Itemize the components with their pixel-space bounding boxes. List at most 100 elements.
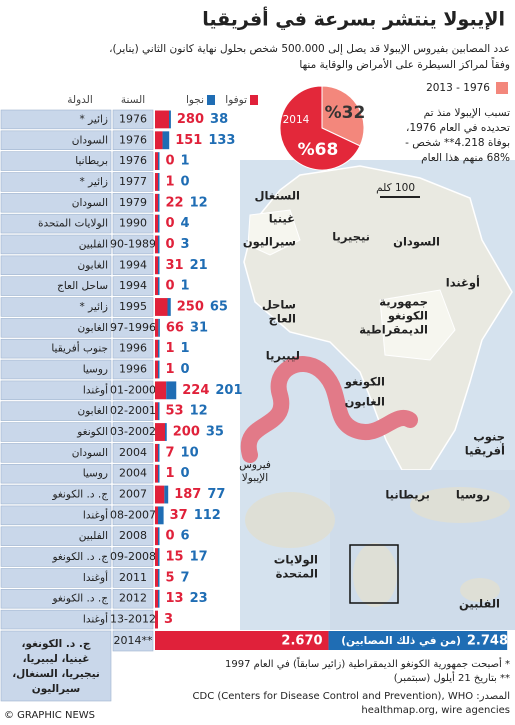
country: ج. د. الكونغو	[51, 593, 108, 605]
year: 13-2012	[110, 613, 156, 626]
died-bar	[155, 402, 158, 421]
survived-count: 0	[181, 174, 190, 189]
country-cell	[0, 589, 112, 609]
country-cell	[0, 422, 112, 442]
died-count: 31	[166, 258, 184, 273]
map-label: السنغال	[255, 189, 300, 203]
died-count: 7	[166, 445, 175, 460]
year-cell	[112, 297, 154, 317]
survived-count: 10	[181, 445, 199, 460]
country: السودان	[72, 197, 108, 209]
survived-count: 1	[181, 279, 190, 294]
year: 01-2000	[110, 383, 156, 396]
survived-count: 6	[181, 529, 190, 544]
country: ج. د. الكونغو،	[22, 638, 91, 650]
died-count: 1	[166, 362, 175, 377]
country: السودان	[72, 134, 108, 146]
country-cell	[0, 443, 112, 463]
survived-count: 0	[181, 362, 190, 377]
country-cell	[0, 484, 112, 505]
legend-label: 1976 - 2013	[426, 82, 490, 94]
country: زائير *	[80, 301, 108, 313]
country-cell	[0, 526, 112, 546]
country: ساحل العاج	[57, 280, 108, 292]
country: ج. د. الكونغو	[51, 489, 108, 501]
year: 2008	[119, 529, 147, 542]
survived-count: 65	[210, 299, 228, 314]
died-bar	[155, 548, 158, 566]
country-cell	[0, 380, 112, 401]
year: 97-1996	[110, 321, 156, 334]
survived-bar	[158, 443, 160, 462]
country-cell	[0, 151, 112, 171]
map-label: الكونغو	[344, 375, 385, 390]
country: بريطانيا	[75, 155, 108, 167]
year-cell	[112, 234, 154, 255]
died-bar	[155, 464, 158, 483]
survived-bar	[328, 631, 508, 650]
died-bar	[155, 443, 158, 462]
survived-count: 12	[190, 195, 208, 210]
year-cell	[112, 255, 154, 276]
year-cell	[112, 463, 154, 484]
died-count: 250	[177, 299, 204, 314]
map-label: الكونغو	[387, 309, 428, 324]
year-cell	[112, 401, 154, 421]
died-bar	[155, 339, 158, 358]
year: 1976	[119, 133, 147, 146]
country: أوغندا	[83, 507, 108, 521]
country-cell	[0, 463, 112, 484]
died-bar	[155, 214, 158, 233]
country: الفلبين	[79, 530, 108, 542]
year-cell	[112, 484, 154, 505]
pie-label: %32	[325, 103, 366, 123]
year-cell	[112, 526, 154, 546]
column-header: الدولة	[67, 94, 93, 106]
year: 1996	[119, 363, 147, 376]
virus-illustration	[240, 356, 418, 463]
map-label: السودان	[393, 235, 440, 250]
column-header: السنة	[121, 94, 145, 106]
died-bar	[155, 318, 159, 337]
survived-count: 38	[210, 112, 228, 127]
pie-slice	[279, 85, 361, 171]
column-header: نجوا	[186, 94, 204, 106]
country: الغابون	[78, 322, 108, 334]
pie-label: %68	[298, 140, 339, 160]
pie-note: بوفاة 4.218** شخص -	[405, 137, 510, 149]
died-count: 151	[175, 133, 202, 148]
died-count: 1	[166, 341, 175, 356]
survived-count: 0	[181, 466, 190, 481]
survived-count: 12	[190, 404, 208, 419]
country: أوغندا	[83, 570, 108, 584]
map-label: سيراليون	[243, 235, 296, 250]
died-count: 187	[174, 487, 201, 502]
year: 2014**	[114, 634, 153, 647]
map-label: غينيا	[269, 212, 295, 226]
footnote: ** بتاريخ 21 أيلول (سبتمبر)	[394, 671, 510, 684]
died-count: 3	[164, 612, 173, 627]
country: زائير *	[80, 113, 108, 125]
year-cell	[112, 630, 154, 652]
year: 03-2002	[110, 425, 156, 438]
year-cell	[112, 380, 154, 401]
west-africa-shape	[247, 209, 301, 256]
survived-count: 23	[190, 591, 208, 606]
credit: © GRAPHIC NEWS	[4, 710, 95, 721]
year: 1976	[119, 154, 147, 167]
column-header: توفوا	[225, 94, 247, 106]
died-bar	[155, 631, 329, 650]
pie-slice-name: 2014	[283, 114, 310, 126]
year: 1994	[119, 258, 147, 271]
survived-bar	[158, 506, 164, 525]
survived-bar	[158, 256, 160, 275]
year-cell	[112, 151, 154, 171]
year-cell	[112, 547, 154, 567]
country: روسيا	[83, 468, 108, 480]
country-cell	[0, 630, 112, 702]
year: 2007	[119, 488, 147, 501]
country-cell	[0, 213, 112, 234]
died-bar	[155, 423, 165, 441]
died-bar	[155, 173, 158, 191]
died-count: 37	[170, 508, 188, 523]
